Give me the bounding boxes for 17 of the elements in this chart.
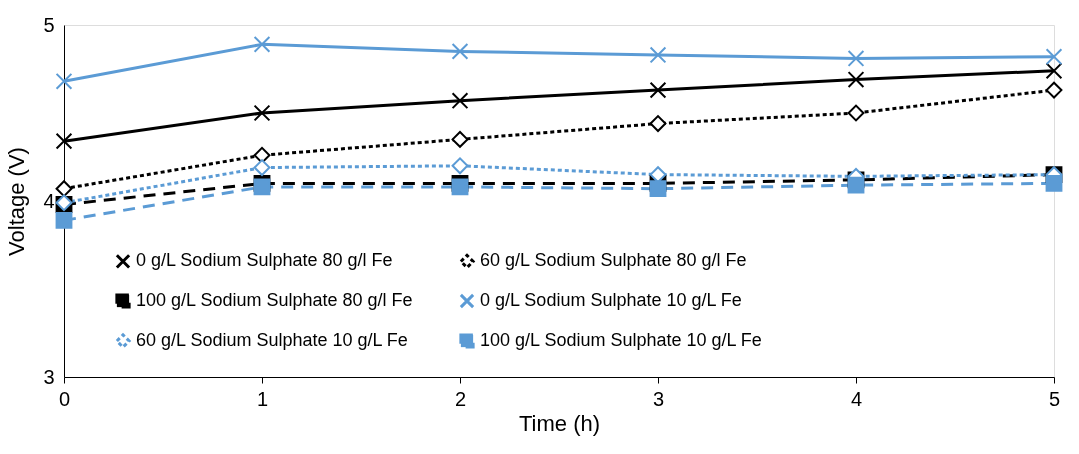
legend-label: 0 g/L Sodium Sulphate 80 g/l Fe xyxy=(136,250,393,271)
x-tick-label: 0 xyxy=(58,387,71,410)
legend-label: 100 g/L Sodium Sulphate 80 g/l Fe xyxy=(136,290,413,310)
y-tick-label: 3 xyxy=(43,365,55,388)
legend-label: 0 g/L Sodium Sulphate 10 g/L Fe xyxy=(480,290,742,310)
legend-label: 60 g/L Sodium Sulphate 80 g/l Fe xyxy=(480,250,747,271)
x-tick-label: 1 xyxy=(256,387,269,410)
legend-label: 100 g/L Sodium Sulphate 10 g/L Fe xyxy=(480,330,762,350)
legend-label: 60 g/L Sodium Sulphate 10 g/L Fe xyxy=(136,330,408,350)
x-tick-label: 4 xyxy=(850,387,863,410)
y-tick-label: 5 xyxy=(43,13,55,36)
y-axis-title: Voltage (V) xyxy=(4,147,30,256)
y-tick-label: 4 xyxy=(43,189,55,212)
x-tick-label: 2 xyxy=(454,387,467,410)
x-tick-label: 3 xyxy=(652,387,665,410)
x-tick-label: 5 xyxy=(1048,387,1061,410)
x-axis-title: Time (h) xyxy=(518,410,601,436)
